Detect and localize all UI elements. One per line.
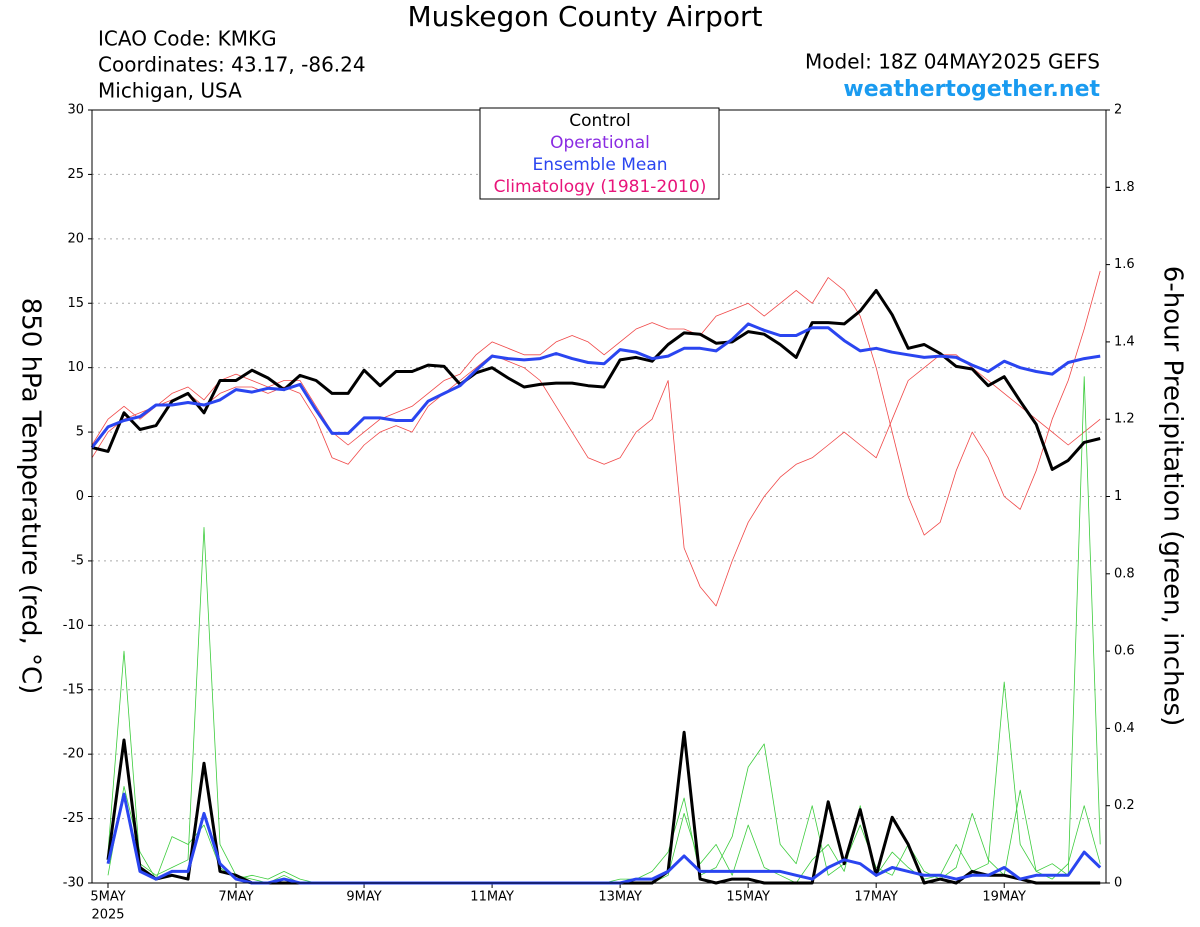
y2-tick-label: 0 xyxy=(1114,876,1122,891)
y-tick-label: 30 xyxy=(67,103,84,118)
legend-entry: Ensemble Mean xyxy=(532,155,667,175)
y-tick-label: 10 xyxy=(67,360,84,375)
x-tick-label: 15MAY xyxy=(726,890,770,905)
series-line xyxy=(90,322,1101,449)
x-tick-label: 11MAY xyxy=(470,890,514,905)
y2-tick-label: 1.6 xyxy=(1114,257,1135,272)
y-tick-label: -5 xyxy=(71,553,84,568)
y2-tick-label: 0.6 xyxy=(1114,644,1135,659)
y-tick-label: 5 xyxy=(76,425,84,440)
series-line xyxy=(91,270,1101,536)
series-line xyxy=(106,792,1102,885)
series-line xyxy=(107,376,1101,884)
y-tick-label: -20 xyxy=(63,747,84,762)
legend-box xyxy=(479,107,720,200)
plot-frame xyxy=(91,109,1107,884)
series-line xyxy=(91,288,1101,471)
y-tick-label: -10 xyxy=(63,618,84,633)
y2-tick-label: 1.2 xyxy=(1114,412,1135,427)
y-tick-label: -25 xyxy=(63,811,84,826)
y2-tick-label: 1.4 xyxy=(1114,334,1135,349)
info-text: Coordinates: 43.17, -86.24 xyxy=(98,53,366,77)
legend-entry: Climatology (1981-2010) xyxy=(494,177,707,197)
model-text: Model: 18Z 04MAY2025 GEFS xyxy=(805,50,1100,74)
y-tick-label: 25 xyxy=(67,167,84,182)
series-line xyxy=(91,354,1101,607)
y-axis-label: 850 hPa Temperature (red, °C) xyxy=(16,298,46,695)
year-label: 2025 xyxy=(91,908,124,923)
y-tick-label: -15 xyxy=(63,682,84,697)
x-tick-label: 5MAY xyxy=(90,890,125,905)
chart-title: Muskegon County Airport xyxy=(408,0,763,33)
y-tick-label: -30 xyxy=(63,876,84,891)
legend-entry: Operational xyxy=(550,133,650,153)
info-text: Michigan, USA xyxy=(98,79,242,103)
x-tick-label: 9MAY xyxy=(346,890,381,905)
x-tick-label: 7MAY xyxy=(218,890,253,905)
y2-tick-label: 0.8 xyxy=(1114,566,1135,581)
series-line xyxy=(107,743,1101,884)
y2-tick-label: 0.4 xyxy=(1114,721,1135,736)
y-tick-label: 0 xyxy=(76,489,84,504)
y2-axis-label: 6-hour Precipitation (green, inches) xyxy=(1158,266,1188,726)
y2-tick-label: 0.2 xyxy=(1114,798,1135,813)
y2-tick-label: 2 xyxy=(1114,103,1122,118)
y2-tick-label: 1.8 xyxy=(1114,180,1135,195)
x-tick-label: 17MAY xyxy=(854,890,898,905)
site-text: weathertogether.net xyxy=(843,77,1100,102)
legend-entry: Control xyxy=(569,111,630,131)
y-tick-label: 15 xyxy=(67,296,84,311)
series-line xyxy=(106,730,1101,885)
info-text: ICAO Code: KMKG xyxy=(98,27,277,51)
y-tick-label: 20 xyxy=(67,231,84,246)
plot-area xyxy=(88,109,1110,888)
y2-tick-label: 1 xyxy=(1114,489,1122,504)
x-tick-label: 13MAY xyxy=(598,890,642,905)
x-tick-label: 19MAY xyxy=(982,890,1026,905)
